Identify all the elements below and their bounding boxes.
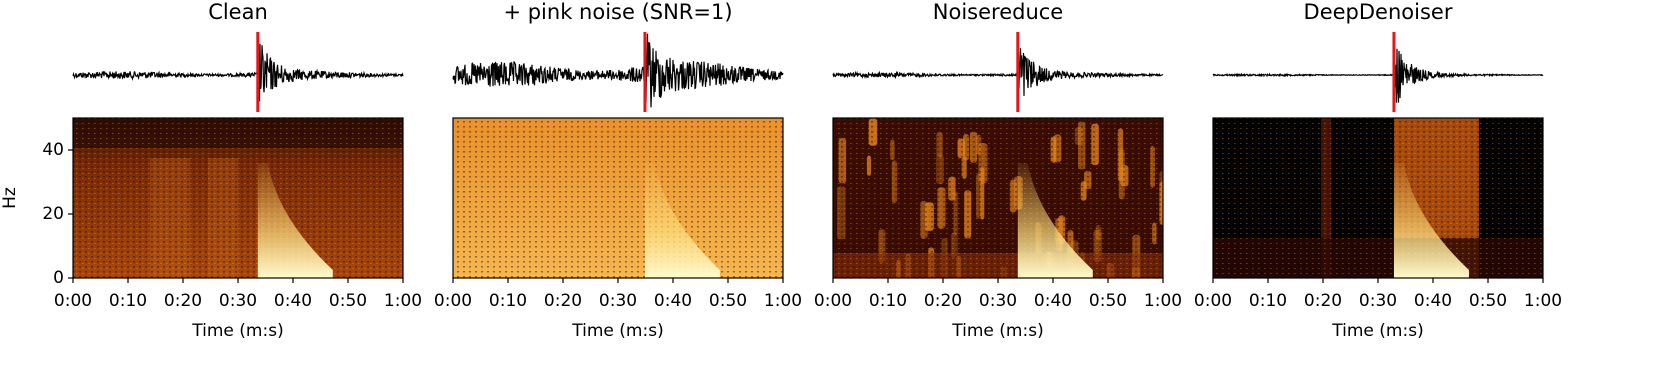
panel-title: + pink noise (SNR=1) [503, 0, 732, 24]
x-tick-label: 0:50 [329, 291, 367, 311]
spectrogram-texture [1213, 118, 1543, 278]
spectrogram-image [833, 118, 1163, 278]
x-tick-label: 0:40 [1414, 291, 1452, 311]
spectrogram-texture [453, 118, 783, 278]
x-tick-label: 0:50 [1089, 291, 1127, 311]
spectrogram-event [644, 163, 720, 278]
x-axis-label: Time (m:s) [571, 321, 663, 341]
panel-title: Noisereduce [933, 0, 1063, 24]
x-tick-label: 0:00 [434, 291, 472, 311]
x-tick-label: 0:20 [1304, 291, 1342, 311]
y-tick-label: 20 [42, 204, 64, 224]
spectrogram-event [1017, 163, 1093, 278]
x-tick-label: 0:10 [109, 291, 147, 311]
x-tick-label: 0:10 [489, 291, 527, 311]
x-tick-label: 0:00 [814, 291, 852, 311]
waveform [72, 43, 404, 102]
spectrogram-event [257, 163, 333, 278]
spectrogram-texture [833, 118, 1163, 278]
x-tick-label: 1:00 [384, 291, 422, 311]
spectrogram-image [73, 118, 403, 278]
waveform [1212, 48, 1544, 103]
spectrogram-band [1162, 145, 1163, 184]
y-tick-label: 0 [53, 268, 64, 288]
x-tick-label: 1:00 [1524, 291, 1562, 311]
x-tick-label: 0:00 [54, 291, 92, 311]
spectrogram-image [453, 118, 783, 278]
x-tick-label: 0:40 [1034, 291, 1072, 311]
spectrogram-event [1393, 163, 1469, 278]
y-tick-label: 40 [42, 140, 64, 160]
x-tick-label: 0:20 [544, 291, 582, 311]
x-axis-label: Time (m:s) [1331, 321, 1423, 341]
spectrogram [1212, 117, 1544, 279]
y-axis-label: Hz [0, 187, 20, 209]
x-axis-label: Time (m:s) [951, 321, 1043, 341]
x-tick-label: 0:40 [274, 291, 312, 311]
x-tick-label: 0:20 [924, 291, 962, 311]
panel-title: DeepDenoiser [1304, 0, 1453, 24]
spectrogram [452, 117, 784, 279]
x-tick-label: 0:50 [709, 291, 747, 311]
x-tick-label: 0:10 [869, 291, 907, 311]
spectrogram-image [1213, 118, 1543, 278]
spectrogram [72, 117, 404, 279]
x-tick-label: 0:40 [654, 291, 692, 311]
waveform [832, 48, 1164, 96]
x-tick-label: 1:00 [764, 291, 802, 311]
x-tick-label: 1:00 [1144, 291, 1182, 311]
x-tick-label: 0:10 [1249, 291, 1287, 311]
panel-title: Clean [208, 0, 268, 24]
x-tick-label: 0:20 [164, 291, 202, 311]
x-tick-label: 0:30 [219, 291, 257, 311]
spectrogram [832, 117, 1164, 279]
x-tick-label: 0:30 [979, 291, 1017, 311]
x-tick-label: 0:30 [599, 291, 637, 311]
x-tick-label: 0:50 [1469, 291, 1507, 311]
spectrogram-texture [73, 118, 403, 278]
waveform [452, 33, 784, 108]
x-tick-label: 0:00 [1194, 291, 1232, 311]
x-axis-label: Time (m:s) [191, 321, 283, 341]
x-tick-label: 0:30 [1359, 291, 1397, 311]
